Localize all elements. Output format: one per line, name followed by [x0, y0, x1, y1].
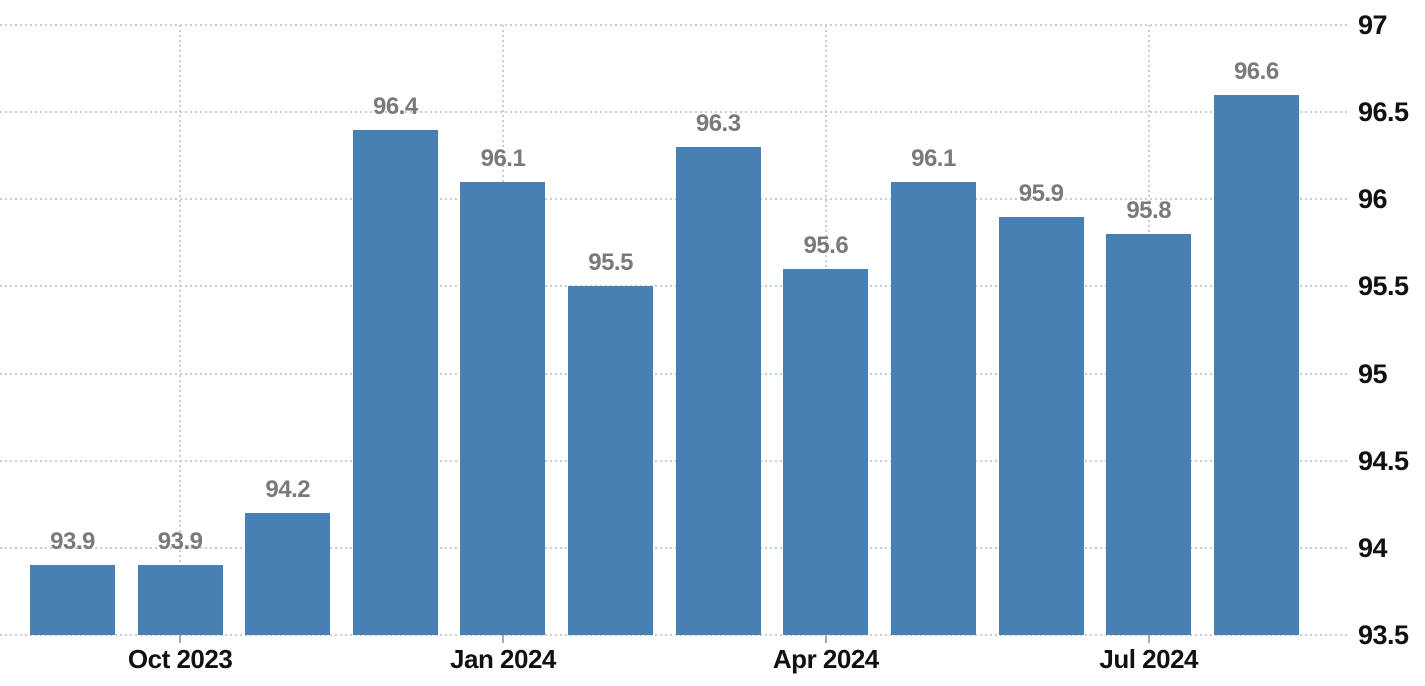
bar-value-label: 96.1 — [480, 144, 526, 172]
bar[interactable] — [352, 129, 438, 635]
h-gridline — [0, 24, 1348, 26]
bar-value-label: 94.2 — [265, 476, 311, 503]
y-axis-tick-label: 94.5 — [1358, 445, 1409, 476]
y-axis-tick-label: 94 — [1358, 532, 1388, 563]
h-gridline — [0, 459, 1348, 462]
bar-value-label: 93.9 — [157, 528, 203, 556]
y-axis-tick-label: 97 — [1358, 10, 1388, 40]
v-gridline — [179, 25, 182, 635]
h-gridline — [0, 111, 1348, 114]
h-gridline — [0, 285, 1348, 288]
x-axis-tick-label: Apr 2024 — [772, 644, 879, 674]
x-axis-tick-label: Jul 2024 — [1099, 644, 1198, 674]
bar-value-label: 96.3 — [695, 110, 741, 137]
bar[interactable] — [1213, 94, 1299, 635]
bar-value-label: 95.6 — [803, 232, 849, 259]
x-axis-tick-mark — [179, 635, 182, 643]
bar[interactable] — [1106, 234, 1192, 635]
bar[interactable] — [675, 147, 761, 635]
bar[interactable] — [568, 286, 654, 635]
bar[interactable] — [137, 565, 223, 635]
bar[interactable] — [460, 181, 546, 635]
bar[interactable] — [890, 181, 976, 635]
h-gridline — [0, 634, 1348, 636]
y-axis-tick-label: 95 — [1358, 358, 1388, 389]
bar-value-label: 96.1 — [911, 144, 956, 172]
bar-value-label: 96.4 — [373, 92, 418, 120]
x-axis-tick-mark — [1147, 635, 1150, 643]
bar-value-label: 93.9 — [50, 528, 95, 556]
bar[interactable] — [998, 216, 1084, 635]
bar[interactable] — [783, 269, 869, 635]
y-axis-tick-label: 95.5 — [1358, 271, 1409, 302]
bar-value-label: 96.6 — [1233, 57, 1279, 85]
x-axis-tick-label: Oct 2023 — [127, 644, 233, 674]
bar[interactable] — [30, 565, 115, 635]
bar-value-label: 95.8 — [1126, 197, 1172, 225]
bar-value-label: 95.5 — [588, 249, 633, 277]
y-axis-tick-label: 93.5 — [1358, 620, 1409, 650]
y-axis-tick-label: 96.5 — [1358, 97, 1409, 128]
h-gridline — [0, 372, 1348, 375]
x-axis-tick-label: Jan 2024 — [450, 644, 556, 674]
x-axis-tick-mark — [824, 635, 827, 643]
bar-value-label: 95.9 — [1018, 179, 1064, 207]
x-axis-tick-mark — [501, 635, 504, 643]
y-axis-tick-label: 96 — [1358, 184, 1388, 215]
h-gridline — [0, 546, 1348, 549]
h-gridline — [0, 198, 1348, 201]
bar[interactable] — [245, 513, 331, 635]
